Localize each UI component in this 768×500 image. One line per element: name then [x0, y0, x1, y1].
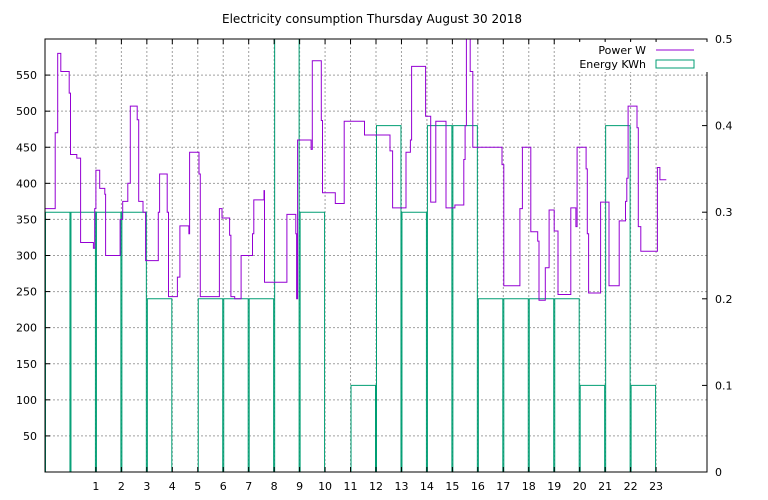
- x-tick-label: 21: [598, 480, 612, 493]
- chart-title: Electricity consumption Thursday August …: [222, 12, 522, 26]
- legend-box: [578, 42, 708, 72]
- x-tick-label: 5: [194, 480, 201, 493]
- y-tick-label: 300: [16, 250, 37, 263]
- x-tick-label: 14: [420, 480, 434, 493]
- plot-border: [44, 38, 708, 473]
- y2-tick-label: 0.4: [715, 120, 733, 133]
- x-tick-label: 12: [369, 480, 383, 493]
- y-tick-label: 400: [16, 177, 37, 190]
- energy-bar: [426, 125, 453, 472]
- x-tick-label: 1: [92, 480, 99, 493]
- power-line: [45, 38, 667, 301]
- energy-bar: [146, 298, 173, 472]
- y-tick-label: 200: [16, 322, 37, 335]
- y-tick-label: 350: [16, 213, 37, 226]
- x-tick-label: 15: [445, 480, 459, 493]
- axis-ticks: 1 2 3 4 5 6 7 8 9 10 11 12 13 14 15 16 17 18 19 20 21 22 23501…: [16, 33, 733, 493]
- energy-bar: [503, 298, 529, 472]
- x-tick-label: 8: [271, 480, 278, 493]
- x-tick-label: 3: [143, 480, 150, 493]
- x-tick-label: 16: [471, 480, 485, 493]
- legend: Power W Energy KWh: [578, 42, 708, 72]
- energy-bar: [554, 298, 580, 472]
- x-tick-label: 2: [118, 480, 125, 493]
- x-tick-label: 19: [547, 480, 561, 493]
- x-tick-label: 18: [522, 480, 536, 493]
- energy-bar: [477, 298, 504, 472]
- x-tick-label: 20: [573, 480, 587, 493]
- y-tick-label: 50: [23, 430, 37, 443]
- y2-tick-label: 0.5: [715, 33, 733, 46]
- energy-bar: [376, 125, 402, 472]
- x-tick-label: 17: [496, 480, 510, 493]
- energy-bar: [121, 211, 147, 472]
- energy-bar: [95, 211, 122, 472]
- x-tick-label: 23: [649, 480, 663, 493]
- y-tick-label: 450: [16, 141, 37, 154]
- x-tick-label: 4: [169, 480, 176, 493]
- power-series: [45, 38, 667, 301]
- y-tick-label: 150: [16, 358, 37, 371]
- y2-tick-label: 0.3: [715, 206, 733, 219]
- legend-label-power: Power W: [598, 44, 646, 57]
- y-tick-label: 550: [16, 69, 37, 82]
- energy-bar: [197, 298, 224, 472]
- y-tick-label: 250: [16, 286, 37, 299]
- energy-bar: [630, 384, 657, 472]
- y2-tick-label: 0: [715, 466, 722, 479]
- y-tick-label: 500: [16, 105, 37, 118]
- energy-bar: [528, 298, 555, 472]
- energy-bar: [299, 211, 326, 472]
- energy-bar: [401, 211, 427, 472]
- x-tick-label: 7: [245, 480, 252, 493]
- energy-bar: [70, 211, 96, 472]
- x-tick-label: 6: [220, 480, 227, 493]
- x-tick-label: 11: [344, 480, 358, 493]
- legend-swatch-energy: [655, 59, 695, 69]
- energy-bar: [350, 384, 376, 472]
- x-tick-label: 13: [394, 480, 408, 493]
- x-tick-label: 10: [318, 480, 332, 493]
- x-tick-label: 22: [624, 480, 638, 493]
- energy-bar: [579, 384, 606, 472]
- y2-tick-label: 0.1: [715, 379, 733, 392]
- energy-bar: [248, 298, 275, 472]
- energy-bar: [605, 125, 631, 472]
- y-tick-label: 100: [16, 394, 37, 407]
- y2-tick-label: 0.2: [715, 293, 733, 306]
- legend-label-energy: Energy KWh: [579, 58, 646, 71]
- x-tick-label: 9: [296, 480, 303, 493]
